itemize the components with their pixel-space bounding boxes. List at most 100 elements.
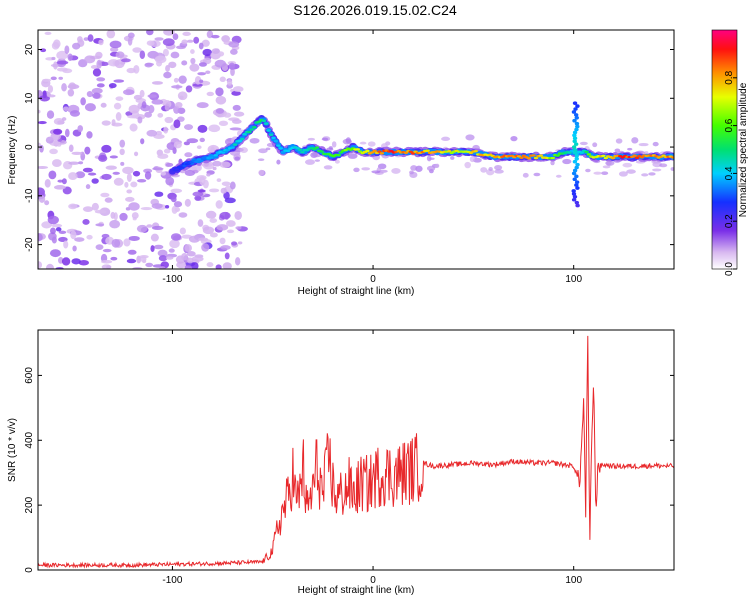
ridge-cell <box>264 122 269 125</box>
noise-speckle <box>177 91 188 101</box>
ridge-cell <box>610 156 616 160</box>
noise-speckle <box>224 252 230 260</box>
noise-speckle <box>101 144 112 153</box>
noise-speckle <box>216 178 222 183</box>
noise-speckle <box>84 55 96 64</box>
noise-speckle <box>140 206 153 211</box>
ridge-cell <box>670 156 674 159</box>
spike-cell <box>572 130 578 135</box>
noise-speckle <box>652 141 659 147</box>
noise-speckle <box>234 257 241 266</box>
noise-speckle <box>201 39 210 47</box>
noise-speckle <box>627 147 633 151</box>
y-tick-label: 200 <box>24 496 35 513</box>
ridge-cell <box>425 149 430 152</box>
noise-speckle <box>61 257 71 266</box>
noise-speckle <box>153 133 165 140</box>
noise-speckle <box>184 169 196 177</box>
noise-speckle <box>153 244 164 250</box>
noise-speckle <box>175 101 183 109</box>
noise-speckle <box>361 167 371 171</box>
noise-speckle <box>179 227 186 235</box>
ridge-cell <box>225 149 230 152</box>
ridge-cell <box>601 154 606 157</box>
ridge-cell <box>377 150 382 153</box>
ridge-cell <box>256 120 262 123</box>
noise-speckle <box>111 238 121 248</box>
noise-speckle <box>168 61 177 69</box>
x-tick-label: 0 <box>370 575 376 586</box>
noise-speckle <box>47 85 54 93</box>
spike-cell <box>571 189 576 193</box>
ridge-cell <box>538 154 543 157</box>
noise-speckle <box>194 195 202 201</box>
noise-speckle <box>211 34 220 39</box>
y-tick-label: 10 <box>24 92 35 104</box>
noise-speckle <box>196 145 202 150</box>
noise-speckle <box>146 224 153 228</box>
noise-speckle <box>136 224 148 233</box>
noise-speckle <box>209 218 218 223</box>
noise-speckle <box>62 106 70 112</box>
noise-speckle <box>165 64 170 72</box>
noise-speckle <box>58 230 67 235</box>
ridge-cell <box>312 147 317 151</box>
noise-speckle <box>125 196 135 202</box>
noise-speckle <box>585 168 591 173</box>
noise-speckle-layer <box>38 30 674 269</box>
noise-speckle <box>192 83 203 87</box>
spike-cell <box>571 192 577 196</box>
noise-speckle <box>353 167 360 173</box>
noise-speckle <box>219 237 226 245</box>
spike-cell <box>574 115 579 120</box>
noise-speckle <box>276 159 281 165</box>
noise-speckle <box>75 171 86 179</box>
noise-speckle <box>206 173 211 177</box>
noise-speckle <box>249 137 260 144</box>
noise-speckle <box>87 34 94 42</box>
noise-speckle <box>391 167 401 174</box>
noise-speckle <box>152 167 164 171</box>
noise-speckle <box>98 39 104 46</box>
ridge-cell <box>208 156 214 159</box>
noise-speckle <box>486 169 495 176</box>
noise-speckle <box>122 89 135 96</box>
noise-speckle <box>146 40 155 46</box>
noise-speckle <box>171 205 178 214</box>
ridge-cell <box>261 119 267 123</box>
noise-speckle <box>109 40 122 49</box>
noise-speckle <box>51 236 57 244</box>
noise-speckle <box>130 181 138 188</box>
noise-speckle <box>44 200 50 206</box>
noise-speckle <box>359 141 367 145</box>
noise-speckle <box>46 110 55 119</box>
noise-speckle <box>178 75 187 84</box>
noise-speckle <box>154 37 164 41</box>
noise-speckle <box>95 244 104 251</box>
noise-speckle <box>197 124 208 133</box>
noise-speckle <box>163 148 171 154</box>
noise-speckle <box>231 119 242 124</box>
noise-speckle <box>151 81 164 85</box>
noise-speckle <box>648 172 656 176</box>
noise-speckle <box>593 171 602 175</box>
noise-speckle <box>209 232 218 238</box>
noise-speckle <box>221 35 231 43</box>
noise-speckle <box>494 164 503 171</box>
noise-speckle <box>191 255 204 262</box>
noise-speckle <box>56 60 69 65</box>
noise-speckle <box>197 219 204 227</box>
noise-speckle <box>101 259 113 264</box>
noise-speckle <box>42 78 52 82</box>
noise-speckle <box>205 70 211 75</box>
noise-speckle <box>83 37 89 41</box>
noise-speckle <box>151 203 163 209</box>
noise-speckle <box>165 256 174 260</box>
noise-speckle <box>160 171 167 176</box>
noise-speckle <box>51 159 62 168</box>
noise-speckle <box>68 161 80 165</box>
noise-speckle <box>53 128 63 135</box>
noise-speckle <box>409 170 414 175</box>
spike-cell <box>572 136 578 141</box>
noise-speckle <box>168 248 175 253</box>
